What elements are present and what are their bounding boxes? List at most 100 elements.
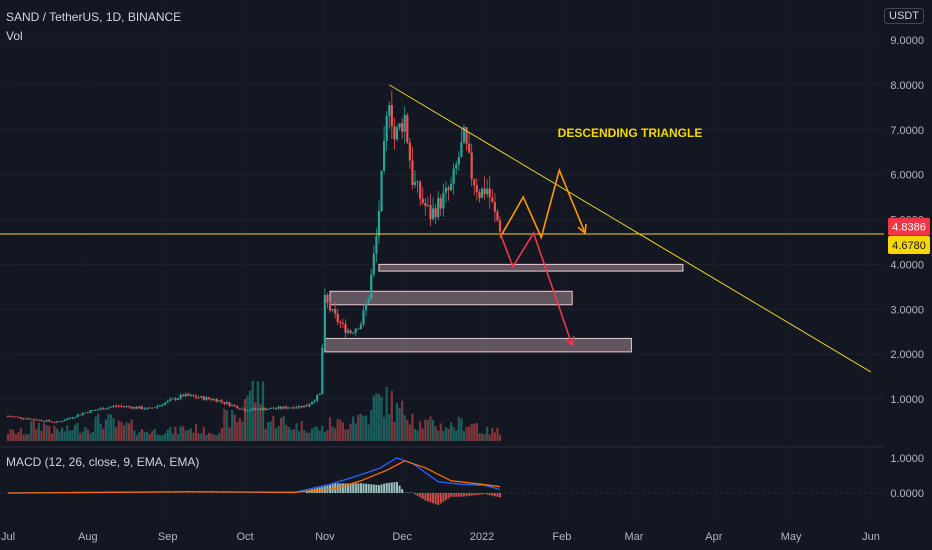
volume-bar <box>331 426 334 441</box>
candle-body <box>133 406 136 409</box>
volume-bar <box>449 422 453 441</box>
price-axis[interactable]: 9.00008.00007.00006.00005.00004.00003.00… <box>888 35 930 500</box>
candle-body <box>256 408 259 410</box>
macd-histogram-bar <box>491 493 494 496</box>
volume-bar <box>323 432 326 441</box>
volume-bar <box>176 434 180 441</box>
volume-bar <box>53 425 56 441</box>
volume-bar <box>182 426 185 441</box>
volume-bar <box>401 400 404 441</box>
volume-bar <box>298 431 301 441</box>
candle-body <box>12 416 15 418</box>
volume-bar <box>76 423 79 441</box>
volume-bar <box>452 427 455 441</box>
volume-bar <box>346 429 350 441</box>
volume-bar <box>164 433 167 441</box>
volume-bar <box>210 433 213 441</box>
candle-body <box>447 187 450 191</box>
macd-histogram-bar <box>362 483 365 493</box>
volume-bar <box>393 421 396 441</box>
macd-histogram-bar <box>334 483 337 493</box>
candle-body <box>359 324 363 330</box>
candle-body <box>269 407 272 409</box>
volume-bar <box>491 427 494 441</box>
macd-histogram-bar <box>393 482 396 493</box>
volume-bar <box>267 422 270 441</box>
volume-bar <box>231 409 234 441</box>
macd-histogram-bar <box>380 484 383 493</box>
volume-bar <box>279 417 283 441</box>
candle-body <box>130 406 133 409</box>
candle-body <box>364 303 368 311</box>
volume-bar <box>285 424 288 441</box>
support-zones <box>324 263 684 353</box>
volume-bar <box>117 420 120 441</box>
candle-body <box>498 220 502 232</box>
candle-body <box>205 397 208 400</box>
volume-bar <box>91 431 95 441</box>
volume-bar <box>205 435 208 441</box>
macd-histogram-bar <box>385 483 388 493</box>
volume-bar <box>197 433 200 441</box>
volume-bar <box>161 435 164 441</box>
volume-bar <box>295 423 298 441</box>
volume-bar <box>71 430 74 441</box>
volume-bar <box>218 432 221 441</box>
support-zone <box>324 337 632 353</box>
volume-bar <box>460 418 463 441</box>
candle-body <box>45 420 48 422</box>
macd-histogram-bar <box>483 493 486 495</box>
volume-bar <box>455 430 458 441</box>
candle-body <box>279 406 283 409</box>
volume-bar <box>184 430 187 441</box>
volume-bar <box>207 432 211 441</box>
macd-histogram-bar <box>339 483 342 493</box>
volume-bar <box>212 434 216 441</box>
macd-histogram-bar <box>383 483 386 493</box>
volume-bars <box>6 381 502 441</box>
volume-bar <box>269 421 272 441</box>
volume-bar <box>287 426 290 441</box>
candle-body <box>316 395 319 401</box>
candle-body <box>164 402 167 405</box>
volume-bar <box>30 421 33 441</box>
volume-bar <box>300 421 303 441</box>
candle-body <box>84 412 87 414</box>
candle-body <box>48 420 51 422</box>
volume-bar <box>115 427 118 441</box>
candle-body <box>151 407 154 409</box>
candle-body <box>233 404 236 406</box>
candle-body <box>161 404 164 406</box>
y-tick-label: 1.0000 <box>890 394 924 406</box>
macd-histogram-bar <box>447 493 450 499</box>
candle-body <box>341 323 344 325</box>
macd-histogram-bar <box>349 483 352 493</box>
volume-bar <box>403 415 406 441</box>
volume-bar <box>55 428 59 441</box>
candle-body <box>480 188 484 198</box>
candle-body <box>153 407 156 409</box>
volume-bar <box>303 430 306 441</box>
time-axis[interactable]: Jul Aug Sep Oct Nov Dec 2022 Feb Mar Apr May Jun <box>1 531 880 543</box>
volume-bar <box>372 395 375 441</box>
candle-body <box>71 417 74 419</box>
volume-bar <box>9 429 12 441</box>
candle-body <box>68 417 71 419</box>
candle-body <box>135 406 138 409</box>
macd-histogram-bar <box>439 493 442 504</box>
volume-bar <box>45 425 48 441</box>
currency-unit-button[interactable]: USDT <box>884 8 924 24</box>
macd-histogram-bar <box>486 493 489 495</box>
volume-bar <box>308 432 311 441</box>
candle-body <box>19 417 22 419</box>
candle-body <box>431 208 435 220</box>
candle-body <box>120 405 123 407</box>
candle-body <box>277 406 280 409</box>
candle-body <box>272 407 275 409</box>
candle-body <box>79 414 82 416</box>
candle-body <box>349 330 352 333</box>
volume-bar <box>37 423 41 441</box>
candle-body <box>282 406 285 409</box>
macd-histogram-bar <box>395 482 398 493</box>
